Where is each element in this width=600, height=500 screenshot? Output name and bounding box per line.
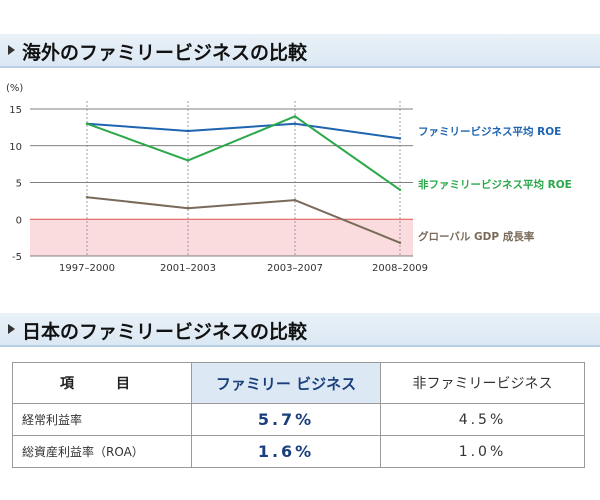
data-point — [398, 241, 402, 244]
header-item: 項 目 — [12, 362, 192, 404]
y-tick-label: 0 — [16, 215, 22, 226]
non-family-value: 1.0% — [380, 435, 585, 468]
section-header-japan: 日本のファミリービジネスの比較 — [0, 313, 600, 347]
y-tick-label: -5 — [12, 252, 22, 263]
data-point — [398, 188, 402, 192]
series-line — [86, 122, 401, 140]
section-title: 海外のファミリービジネスの比較 — [22, 42, 308, 64]
y-tick-label: 10 — [9, 142, 22, 153]
table-header-row: 項 目 ファミリー ビジネス 非ファミリービジネス — [12, 362, 585, 404]
data-point — [186, 159, 190, 162]
data-point — [186, 129, 190, 133]
triangle-bullet-icon — [8, 324, 15, 334]
data-point — [293, 122, 297, 125]
series-line — [86, 115, 401, 191]
row-label: 総資産利益率（ROA） — [12, 435, 192, 468]
table-row: 経常利益率 5.7% 4.5% — [12, 403, 585, 436]
row-label: 経常利益率 — [12, 403, 192, 436]
x-tick-label: 1997–2000 — [59, 263, 115, 274]
data-point — [85, 196, 89, 199]
section-header-overseas: 海外のファミリービジネスの比較 — [0, 34, 600, 68]
data-point — [85, 122, 89, 125]
data-point — [293, 115, 297, 118]
y-tick-label: 15 — [9, 105, 22, 116]
series-label: ファミリービジネス平均 ROE — [418, 125, 561, 138]
data-point — [293, 198, 297, 202]
series-line — [86, 196, 401, 244]
non-family-value: 4.5% — [380, 403, 585, 436]
data-point — [186, 207, 190, 210]
x-tick-label: 2008–2009 — [372, 263, 428, 274]
family-value: 5.7% — [191, 403, 381, 436]
table-row: 総資産利益率（ROA） 1.6% 1.0% — [12, 435, 585, 468]
line-chart: 15 10 5 0 -5 (%) 1997–2000 2001–2003 2003–2007 20… — [6, 83, 572, 274]
x-tick-label: 2003–2007 — [267, 263, 323, 274]
y-axis-unit: (%) — [6, 83, 23, 94]
section-title: 日本のファミリービジネスの比較 — [22, 321, 308, 343]
comparison-table: 項 目 ファミリー ビジネス 非ファミリービジネス 経常利益率 5.7% 4.5… — [12, 362, 585, 468]
header-family-business: ファミリー ビジネス — [191, 362, 381, 404]
data-point — [398, 137, 402, 140]
series-label: グローバル GDP 成長率 — [418, 230, 535, 243]
triangle-bullet-icon — [8, 45, 15, 55]
y-tick-label: 5 — [16, 179, 22, 190]
family-value: 1.6% — [191, 435, 381, 468]
x-tick-label: 2001–2003 — [160, 263, 216, 274]
series-label: 非ファミリービジネス平均 ROE — [418, 178, 572, 191]
header-non-family-business: 非ファミリービジネス — [380, 362, 585, 404]
negative-region — [30, 219, 413, 256]
